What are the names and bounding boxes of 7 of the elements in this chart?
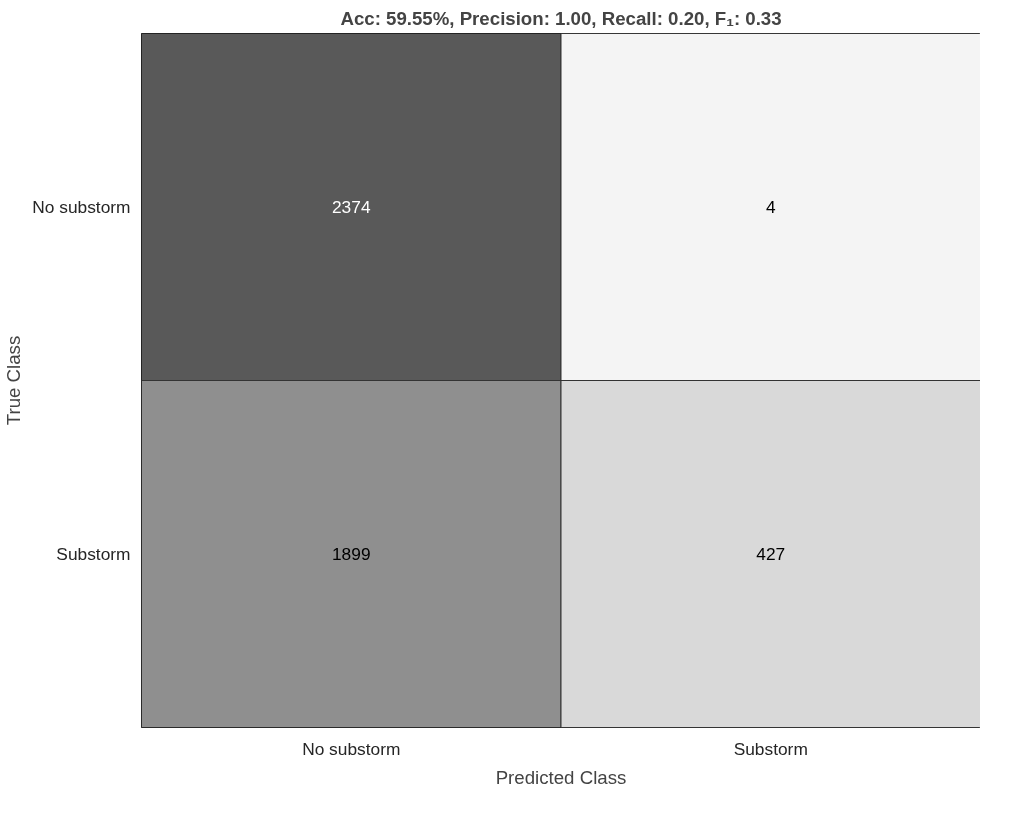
x-axis-title: Predicted Class	[495, 766, 627, 788]
data-label: 2374	[331, 197, 371, 217]
data-label: 4	[765, 197, 776, 217]
data-label: 1899	[331, 544, 371, 564]
y-axis-title: True Class	[3, 335, 25, 426]
data-label: 427	[756, 544, 786, 564]
chart-title: Acc: 59.55%, Precision: 1.00, Recall: 0.20, F₁: 0.33	[340, 7, 782, 29]
